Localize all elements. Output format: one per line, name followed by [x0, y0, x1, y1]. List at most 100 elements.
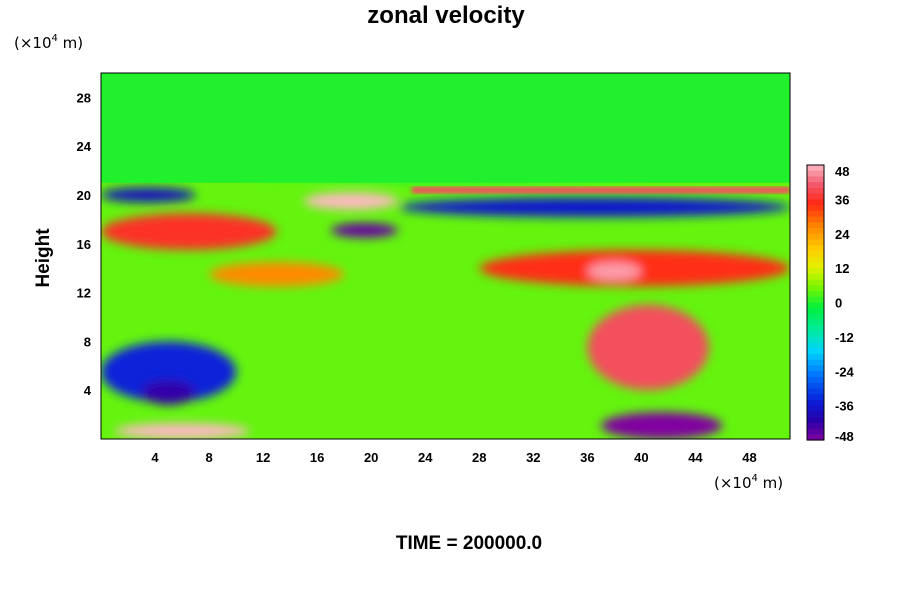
colorbar-swatch [807, 279, 824, 286]
colorbar-swatch [807, 262, 824, 269]
x-tick-label: 44 [688, 450, 703, 465]
colorbar-tick-label: 12 [835, 261, 849, 276]
y-unit-label: (×104 m) [14, 33, 83, 52]
colorbar-swatch [807, 319, 824, 327]
field-region-9 [209, 262, 345, 287]
colorbar-swatch [807, 268, 824, 275]
colorbar-swatch [807, 245, 824, 252]
field-region-5 [398, 197, 790, 217]
x-axis-ticks: 4 8 12 16 20 24 28 32 36 40 44 48 [151, 450, 756, 465]
x-tick-label: 20 [364, 450, 378, 465]
colorbar-tick-label: 24 [835, 227, 850, 242]
velocity-field [101, 73, 790, 439]
x-tick-label: 16 [310, 450, 324, 465]
colorbar-swatch [807, 411, 824, 418]
colorbar-swatch [807, 342, 824, 349]
field-region-8 [587, 262, 642, 281]
y-tick-label: 12 [77, 286, 91, 301]
colorbar-swatch [807, 302, 824, 309]
plot-frame [100, 72, 791, 440]
field-upper-layer [101, 73, 790, 183]
colorbar-ticks: 48 36 24 12 0 -12 -24 -36 -48 [835, 164, 855, 444]
colorbar-swatch [807, 250, 824, 258]
colorbar-swatch [807, 291, 824, 298]
colorbar-swatch [807, 193, 824, 200]
colorbar-swatch [807, 434, 824, 441]
colorbar-swatch [807, 199, 824, 206]
colorbar-tick-label: -48 [835, 429, 854, 444]
colorbar-tick-label: -12 [835, 330, 854, 345]
colorbar-swatch [807, 331, 824, 338]
colorbar-swatch [807, 233, 824, 241]
field-region-3 [303, 192, 399, 210]
x-tick-label: 48 [742, 450, 756, 465]
field-region-11 [101, 341, 237, 403]
y-tick-label: 4 [84, 383, 92, 398]
chart-title: zonal velocity [367, 2, 525, 29]
field-region-2 [411, 186, 790, 194]
colorbar-swatch [807, 422, 824, 430]
colorbar-tick-label: 0 [835, 296, 842, 311]
colorbar-swatch [807, 325, 824, 332]
colorbar-swatch [807, 256, 824, 263]
x-tick-label: 32 [526, 450, 540, 465]
x-tick-label: 28 [472, 450, 486, 465]
colorbar-swatch [807, 210, 824, 218]
colorbar [806, 164, 825, 441]
colorbar-swatch [807, 376, 824, 384]
colorbar-swatch [807, 336, 824, 344]
colorbar-swatch [807, 371, 824, 378]
colorbar-swatch [807, 359, 824, 367]
y-tick-label: 20 [77, 188, 91, 203]
colorbar-swatch [807, 165, 824, 172]
colorbar-tick-label: -36 [835, 399, 854, 414]
colorbar-swatch [807, 394, 824, 401]
colorbar-swatch [807, 405, 824, 412]
colorbar-tick-label: 48 [835, 164, 849, 179]
colorbar-swatch [807, 205, 824, 212]
colorbar-swatch [807, 399, 824, 407]
colorbar-swatch [807, 428, 824, 435]
y-axis-label: Height [33, 228, 54, 288]
x-tick-label: 4 [151, 450, 159, 465]
colorbar-swatch [807, 308, 824, 315]
colorbar-swatch [807, 348, 824, 355]
colorbar-swatch [807, 354, 824, 361]
colorbar-swatch [807, 222, 824, 229]
y-axis-ticks: 4 8 12 16 20 24 28 [77, 90, 92, 398]
colorbar-swatch [807, 228, 824, 235]
field-region-14 [600, 412, 723, 439]
x-tick-label: 40 [634, 450, 648, 465]
x-tick-label: 24 [418, 450, 433, 465]
colorbar-swatch [807, 187, 824, 195]
colorbar-swatch [807, 285, 824, 292]
x-tick-label: 12 [256, 450, 270, 465]
colorbar-swatch [807, 388, 824, 395]
field-region-13 [114, 423, 250, 439]
colorbar-tick-label: -24 [835, 364, 855, 379]
colorbar-tick-label: 36 [835, 192, 849, 207]
colorbar-swatch [807, 296, 824, 304]
colorbar-swatch [807, 382, 824, 390]
field-region-6 [101, 213, 277, 250]
y-tick-label: 24 [77, 139, 92, 154]
field-region-4 [330, 223, 399, 238]
time-label: TIME = 200000.0 [396, 533, 542, 554]
field-region-12 [141, 380, 196, 405]
colorbar-swatch [807, 170, 824, 178]
colorbar-swatch [807, 365, 824, 372]
x-tick-label: 8 [205, 450, 212, 465]
colorbar-swatch [807, 273, 824, 281]
colorbar-swatch [807, 182, 824, 189]
colorbar-frame [806, 164, 825, 441]
colorbar-swatch [807, 176, 824, 183]
colorbar-swatch [807, 239, 824, 246]
colorbar-swatch [807, 417, 824, 424]
y-tick-label: 8 [84, 334, 91, 349]
field-region-10 [587, 304, 709, 391]
colorbar-swatch [807, 216, 824, 223]
colorbar-swatch [807, 313, 824, 321]
x-tick-label: 36 [580, 450, 594, 465]
x-unit-label: (×104 m) [714, 473, 783, 492]
